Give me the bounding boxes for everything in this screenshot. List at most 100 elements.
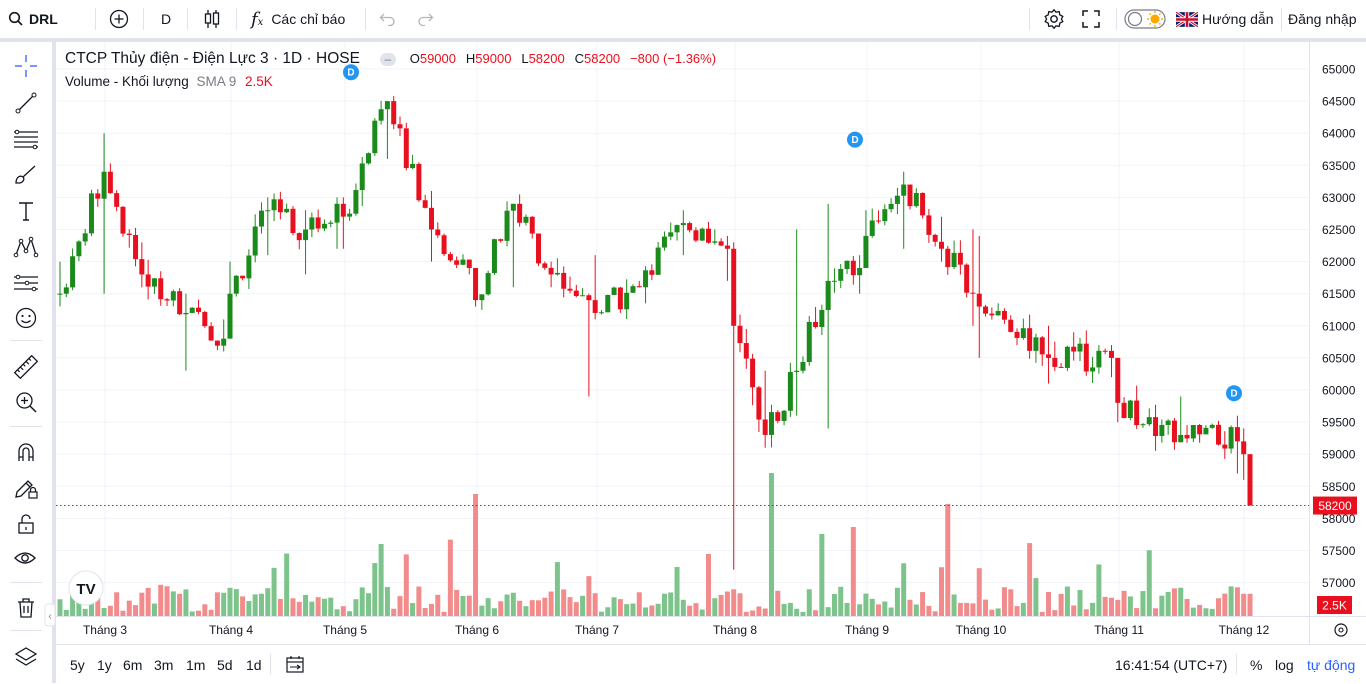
- range-1d[interactable]: 1d: [246, 657, 262, 673]
- fullscreen-button[interactable]: [1082, 0, 1100, 38]
- range-5d[interactable]: 5d: [217, 657, 233, 673]
- price-axis[interactable]: 65000 64500 64000 63500 63000 62500 62000 61500…: [1310, 42, 1366, 616]
- candle-body: [586, 295, 592, 301]
- candle-body: [983, 306, 989, 314]
- candle-body: [1234, 427, 1240, 442]
- candle-body: [466, 259, 472, 269]
- candle-body: [598, 312, 604, 314]
- percent-toggle[interactable]: %: [1250, 657, 1263, 673]
- compare-button[interactable]: [109, 0, 129, 38]
- collapse-legend-button[interactable]: –: [379, 52, 396, 66]
- volume-bar: [271, 567, 277, 616]
- zoom-tool[interactable]: [12, 388, 40, 416]
- volume-bar: [542, 597, 548, 616]
- tradingview-logo[interactable]: TV: [68, 570, 104, 606]
- candle-body: [309, 217, 315, 230]
- volume-bar: [573, 602, 579, 616]
- brush-tool[interactable]: [12, 161, 40, 189]
- interval-label: D: [161, 11, 172, 27]
- interval-button[interactable]: D: [161, 0, 171, 38]
- volume-bar: [510, 592, 516, 616]
- bottom-divider: [270, 654, 271, 674]
- range-6m[interactable]: 6m: [123, 657, 143, 673]
- volume-bar: [529, 600, 535, 616]
- redo-button[interactable]: [416, 0, 434, 38]
- candle-body: [177, 291, 183, 315]
- pattern-tool[interactable]: [12, 233, 40, 261]
- dividend-marker[interactable]: D: [847, 131, 863, 148]
- auto-toggle[interactable]: tự động: [1307, 657, 1356, 673]
- clock[interactable]: 16:41:54 (UTC+7): [1115, 657, 1228, 673]
- volume-bar: [202, 604, 208, 616]
- candle-body: [422, 200, 428, 208]
- volume-bar: [1241, 593, 1247, 616]
- ruler-tool[interactable]: [12, 353, 40, 381]
- dividend-marker-circle: [847, 131, 863, 148]
- volume-bar: [983, 599, 989, 616]
- collapse-handle[interactable]: ‹: [44, 603, 56, 627]
- symbol-label: DRL: [29, 11, 58, 27]
- chart-type-button[interactable]: [202, 0, 222, 38]
- volume-bar: [1115, 599, 1121, 616]
- sma-label: SMA 9: [196, 74, 237, 89]
- volume-bar: [1090, 602, 1096, 616]
- dividend-marker[interactable]: D: [343, 64, 359, 81]
- log-toggle[interactable]: log: [1275, 657, 1294, 673]
- axis-settings-button[interactable]: [1334, 623, 1348, 637]
- symbol-search[interactable]: DRL: [8, 0, 58, 38]
- candle-body: [208, 326, 214, 341]
- low-label: L: [521, 51, 529, 66]
- date-range-button[interactable]: [285, 654, 305, 677]
- candle-body: [794, 370, 800, 372]
- volume-bar: [403, 554, 409, 616]
- volume-bar: [466, 595, 472, 616]
- candle-body: [1178, 434, 1184, 443]
- indicators-button[interactable]: fx Các chỉ báo: [251, 0, 345, 38]
- eye-icon: [14, 552, 36, 564]
- volume-bar: [1184, 598, 1190, 616]
- price-chart[interactable]: D D D 650006450064000635006300062500620006…: [0, 0, 1366, 644]
- dividend-marker-label: D: [1230, 389, 1237, 400]
- trend-line-tool[interactable]: [12, 89, 40, 117]
- lock-all-tool[interactable]: [12, 510, 40, 538]
- time-axis[interactable]: Tháng 3 Tháng 4 Tháng 5 Tháng 6 Tháng 7 Tháng…: [56, 42, 1366, 644]
- candle-body: [246, 255, 252, 279]
- volume-bar: [825, 607, 831, 616]
- dividend-marker[interactable]: D: [1226, 385, 1242, 402]
- volume-bar: [1146, 550, 1152, 616]
- lock-drawing-tool[interactable]: [12, 474, 40, 502]
- price-tick-label: 59500: [1322, 416, 1356, 430]
- settings-button[interactable]: [1043, 0, 1065, 38]
- range-3m[interactable]: 3m: [154, 657, 174, 673]
- volume-bar: [1209, 608, 1215, 616]
- price-tick-label: 58000: [1322, 512, 1356, 526]
- volume-bar: [416, 586, 422, 616]
- remove-drawings-tool[interactable]: [12, 594, 40, 622]
- login-button[interactable]: Đăng nhập: [1288, 0, 1357, 38]
- undo-button[interactable]: [379, 0, 397, 38]
- range-5y[interactable]: 5y: [70, 657, 85, 673]
- time-tick-label: Tháng 7: [575, 623, 619, 637]
- fib-tool[interactable]: [12, 125, 40, 153]
- time-tick-label: Tháng 6: [455, 623, 499, 637]
- magnet-tool[interactable]: [12, 438, 40, 466]
- volume-bar: [819, 534, 825, 616]
- candle-body: [359, 163, 365, 191]
- candle-body: [1039, 337, 1045, 355]
- hide-drawings-tool[interactable]: [12, 544, 40, 572]
- crosshair-tool[interactable]: [12, 52, 40, 80]
- volume-bar: [901, 563, 907, 616]
- object-tree-tool[interactable]: [12, 643, 40, 671]
- text-tool[interactable]: [12, 197, 40, 225]
- theme-toggle[interactable]: [1124, 0, 1166, 38]
- candle-body: [353, 190, 359, 214]
- candle-body: [403, 128, 409, 169]
- emoji-tool[interactable]: [12, 304, 40, 332]
- range-1y[interactable]: 1y: [97, 657, 112, 673]
- forecast-tool[interactable]: [12, 269, 40, 297]
- price-tick-label: 63500: [1322, 159, 1356, 173]
- volume-bar: [1140, 591, 1146, 616]
- guide-button[interactable]: Hướng dẫn: [1176, 0, 1273, 38]
- range-1m[interactable]: 1m: [186, 657, 206, 673]
- volume-bar: [504, 594, 510, 616]
